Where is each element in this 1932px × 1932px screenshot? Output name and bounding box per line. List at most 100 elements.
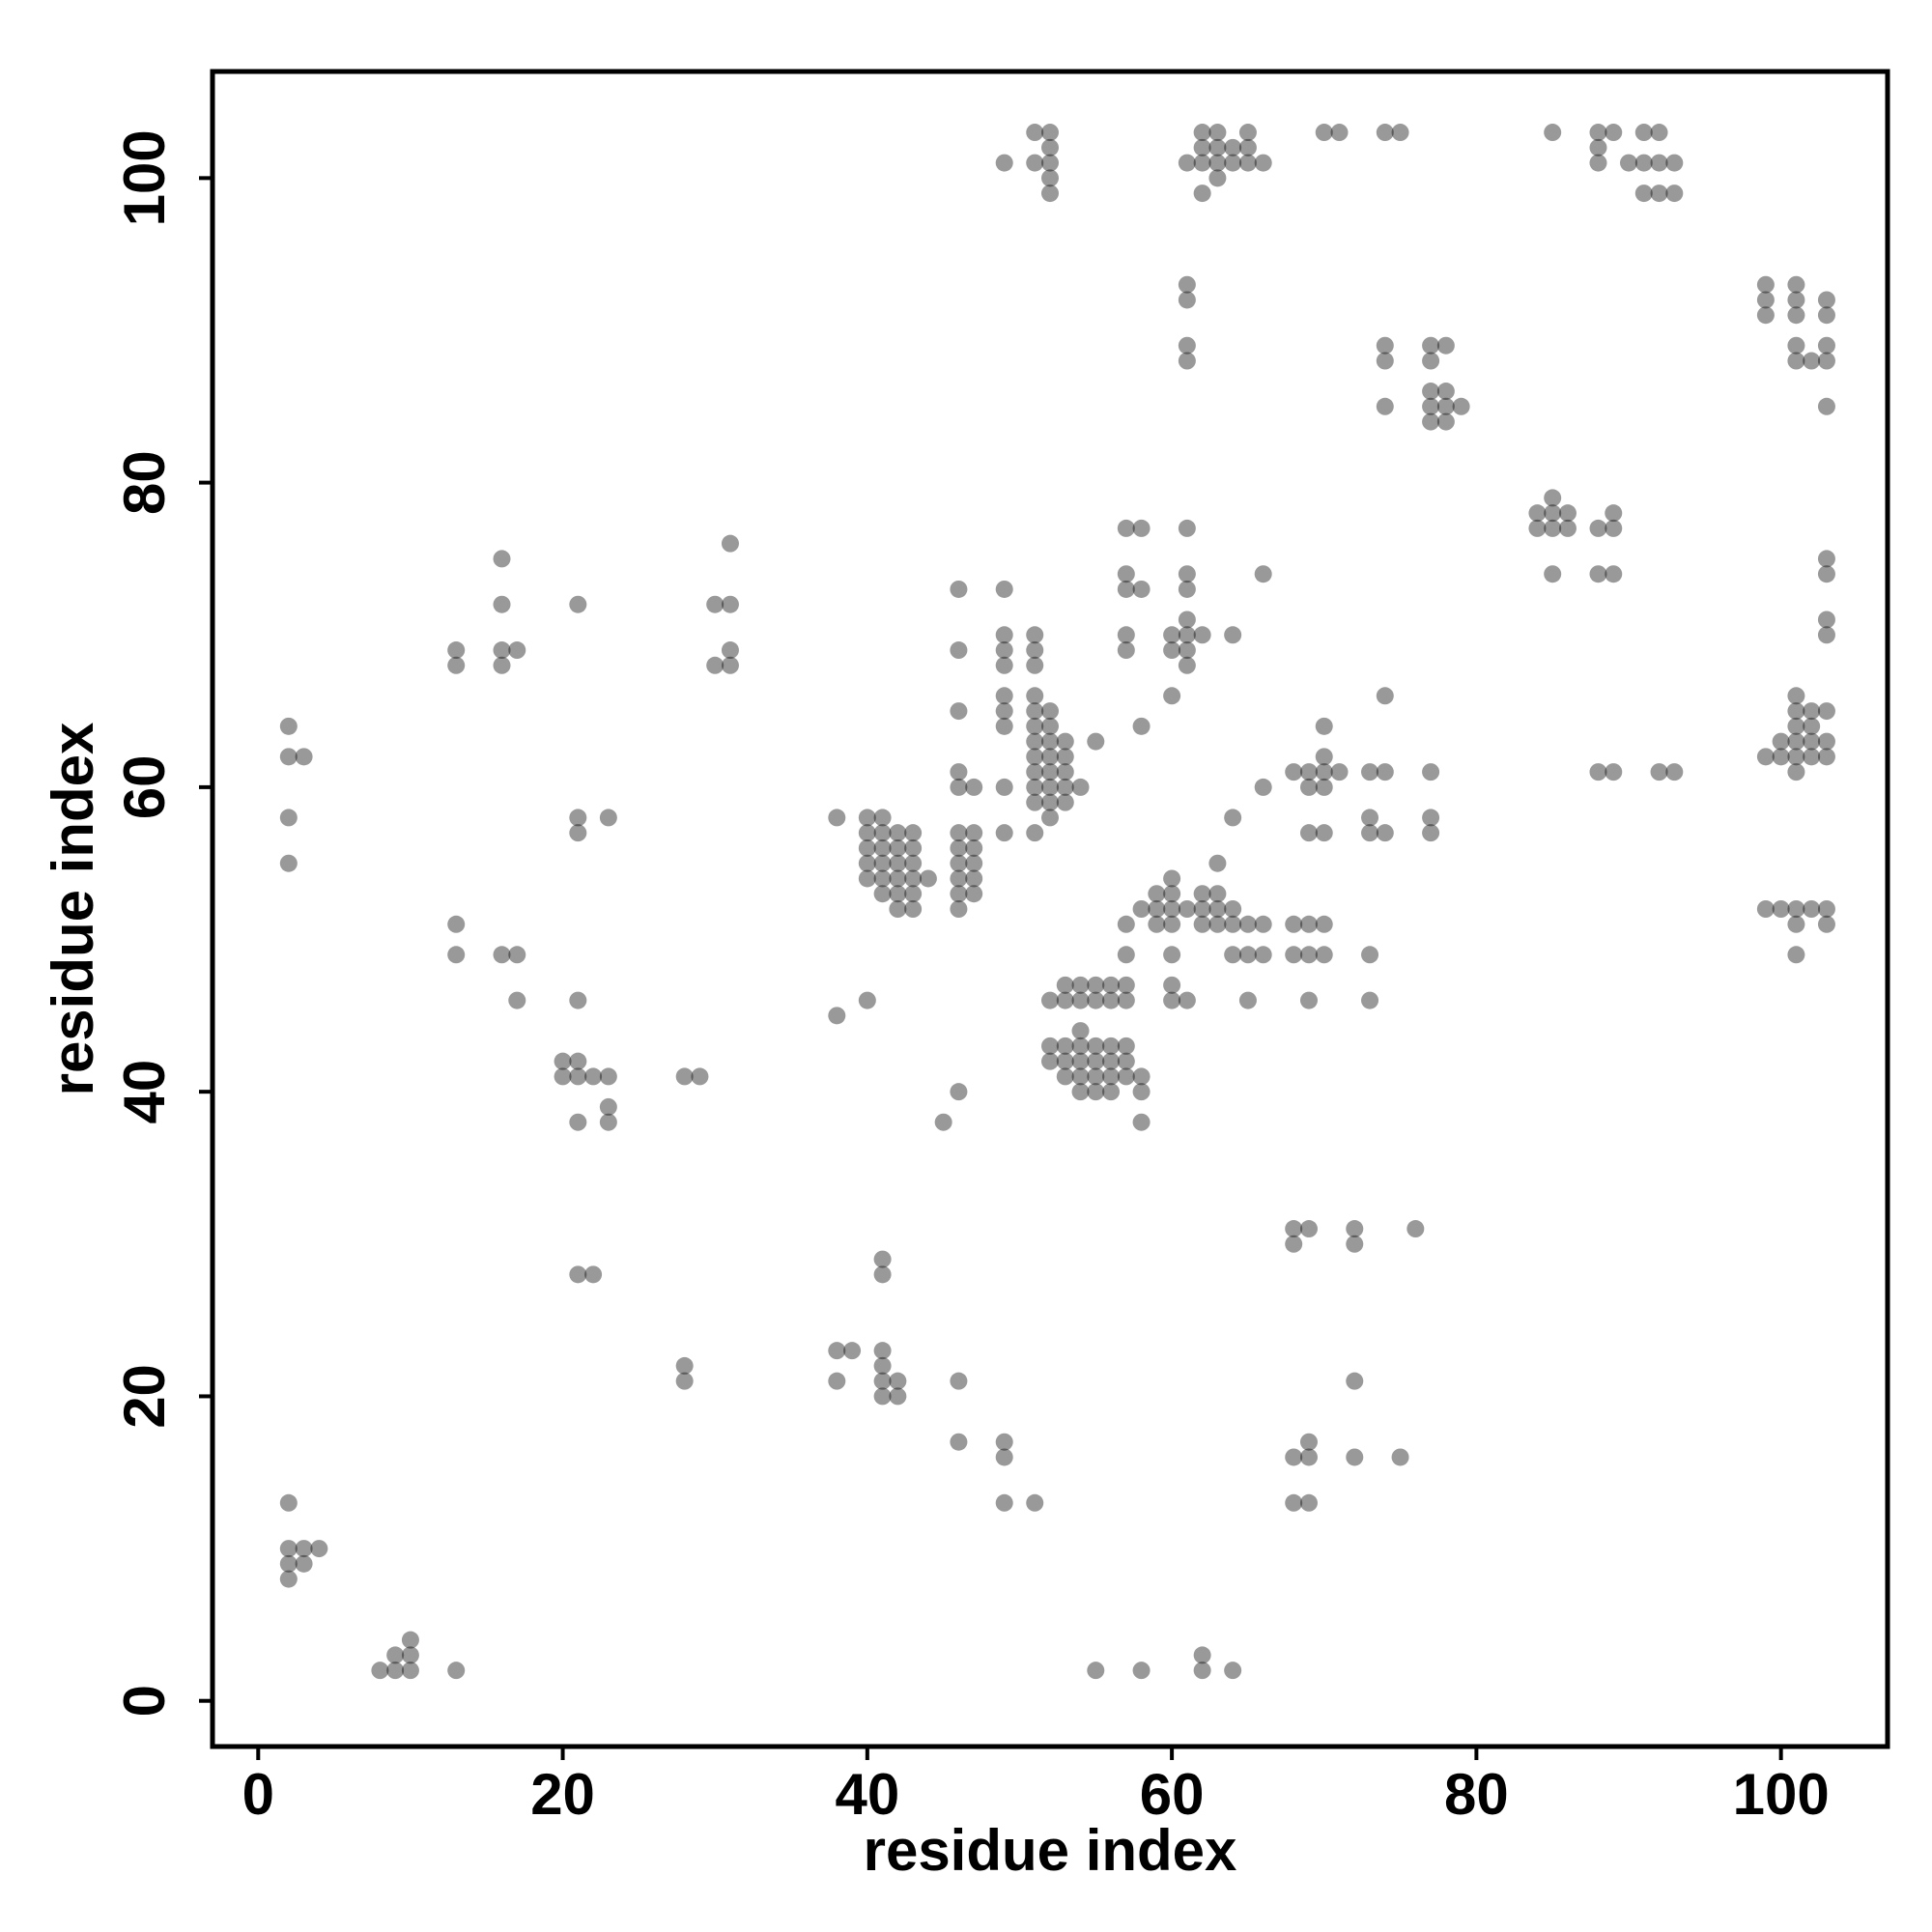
point: [1102, 976, 1121, 994]
point: [1436, 412, 1455, 431]
x-tick-label: 60: [1140, 1762, 1205, 1827]
point: [1299, 1448, 1318, 1466]
point: [1772, 732, 1790, 751]
point: [1117, 991, 1135, 1009]
point: [965, 854, 983, 872]
point: [1787, 275, 1805, 294]
point: [950, 763, 968, 781]
point: [1117, 519, 1135, 537]
point: [873, 869, 892, 888]
point: [1315, 946, 1333, 964]
point: [1026, 154, 1044, 172]
point: [599, 1113, 617, 1131]
point: [950, 838, 968, 857]
point: [873, 1250, 892, 1268]
point: [1056, 748, 1074, 766]
point: [1803, 732, 1821, 751]
point: [1071, 1052, 1090, 1070]
point: [1315, 124, 1333, 142]
point: [1361, 946, 1379, 964]
point: [1041, 1052, 1059, 1070]
point: [1178, 991, 1196, 1009]
point: [401, 1631, 419, 1649]
point: [1361, 809, 1379, 827]
point: [1787, 748, 1805, 766]
point: [1224, 1662, 1242, 1680]
point: [1041, 1037, 1059, 1055]
point: [1193, 124, 1211, 142]
point: [1528, 519, 1547, 537]
point: [1528, 504, 1547, 523]
point: [1346, 1220, 1364, 1238]
point: [1803, 900, 1821, 918]
point: [1436, 383, 1455, 401]
point: [675, 1356, 694, 1375]
point: [1756, 748, 1775, 766]
point: [1148, 885, 1166, 903]
point: [675, 1067, 694, 1086]
point: [1041, 124, 1059, 142]
point: [1376, 336, 1394, 355]
point: [1346, 1235, 1364, 1253]
point: [1285, 915, 1303, 933]
point: [1224, 915, 1242, 933]
point: [1544, 124, 1562, 142]
point: [1071, 976, 1090, 994]
point: [1178, 336, 1196, 355]
point: [873, 1356, 892, 1375]
y-tick-label: 0: [112, 1685, 177, 1717]
point: [1117, 976, 1135, 994]
point: [1589, 138, 1607, 156]
point: [950, 869, 968, 888]
point: [1132, 1113, 1151, 1131]
point: [889, 838, 907, 857]
point: [1163, 946, 1181, 964]
point: [919, 869, 937, 888]
point: [279, 1570, 298, 1588]
point: [1634, 185, 1653, 203]
point: [1071, 1022, 1090, 1040]
point: [1589, 154, 1607, 172]
point: [1817, 336, 1835, 355]
point: [1544, 519, 1562, 537]
point: [965, 778, 983, 796]
point: [1605, 763, 1623, 781]
point: [904, 838, 923, 857]
point: [386, 1646, 405, 1664]
point: [1238, 124, 1257, 142]
point: [873, 1372, 892, 1390]
point: [1589, 763, 1607, 781]
point: [1315, 748, 1333, 766]
plot-frame: [210, 69, 1890, 1749]
point: [1193, 138, 1211, 156]
y-axis-title: residue index: [41, 723, 105, 1096]
x-axis-title: residue index: [864, 1818, 1237, 1883]
point: [721, 656, 739, 674]
point: [1041, 717, 1059, 735]
point: [889, 900, 907, 918]
point: [1544, 504, 1562, 523]
point: [1208, 885, 1227, 903]
point: [1315, 824, 1333, 842]
point: [995, 580, 1013, 598]
point: [1193, 900, 1211, 918]
point: [889, 1387, 907, 1406]
point: [1056, 793, 1074, 811]
point: [1787, 336, 1805, 355]
point: [1422, 352, 1440, 370]
point: [508, 946, 526, 964]
point: [1361, 991, 1379, 1009]
point: [1178, 275, 1196, 294]
point: [1817, 550, 1835, 568]
point: [1208, 915, 1227, 933]
point: [1102, 1083, 1121, 1101]
point: [1026, 717, 1044, 735]
point: [279, 1493, 298, 1512]
point: [1817, 732, 1835, 751]
point: [1071, 1037, 1090, 1055]
point: [1803, 702, 1821, 721]
point: [858, 824, 876, 842]
point: [1376, 397, 1394, 415]
point: [1772, 900, 1790, 918]
point: [873, 885, 892, 903]
